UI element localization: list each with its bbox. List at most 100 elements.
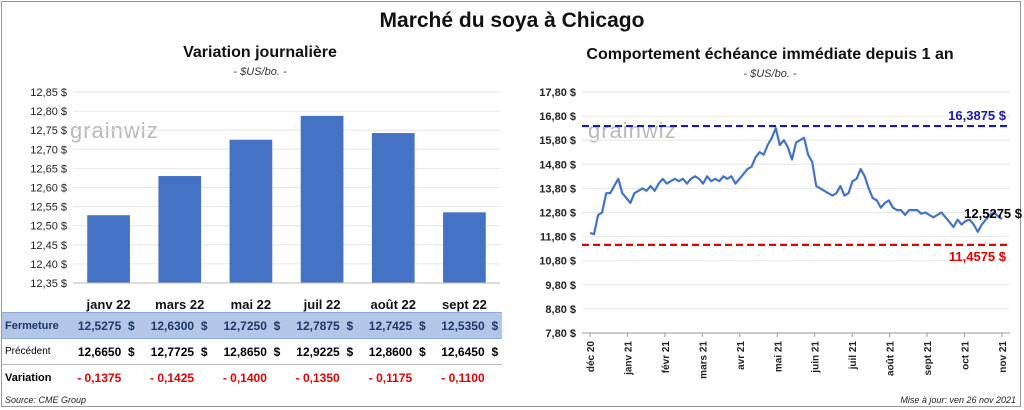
line-y-tick-label: 15,80 $ xyxy=(539,135,576,147)
line-y-tick-label: 8,80 $ xyxy=(545,304,576,316)
currency-cell: $ xyxy=(342,312,357,339)
bar-y-tick-label: 12,50 $ xyxy=(30,221,67,233)
currency-cell xyxy=(269,364,285,390)
min-value-label: 11,4575 $ xyxy=(949,249,1007,264)
table-cell: - 0,1175 xyxy=(356,364,416,390)
bar-chart-title: Variation journalière xyxy=(183,44,337,61)
line-x-tick-label: oct 21 xyxy=(961,341,972,370)
table-cell: 12,9225 xyxy=(296,344,340,359)
currency-cell: $ xyxy=(346,344,354,359)
table-cell: - 0,1400 xyxy=(211,364,270,390)
line-y-tick-label: 16,80 $ xyxy=(539,111,576,123)
table-cell: 12,5275 xyxy=(65,312,125,339)
currency-cell: $ xyxy=(124,312,139,339)
max-value-label: 16,3875 $ xyxy=(948,108,1007,123)
table-cell: 12,5350 xyxy=(429,312,488,339)
currency-cell xyxy=(487,364,502,390)
line-x-tick-label: déc 20 xyxy=(586,341,597,373)
line-x-tick-label: janv 21 xyxy=(623,341,634,376)
line-x-tick-label: mai 21 xyxy=(773,341,784,373)
currency-cell xyxy=(124,364,139,390)
currency-cell: $ xyxy=(200,344,208,359)
line-y-tick-label: 12,80 $ xyxy=(539,208,576,220)
right-watermark-logo: grainwiz xyxy=(588,118,677,143)
bar-chart-unit: - $US/bo. - xyxy=(233,66,287,78)
line-x-tick-label: août 21 xyxy=(886,341,897,376)
bar-x-tick-label: juil 22 xyxy=(303,297,341,312)
currency-cell: $ xyxy=(273,344,281,359)
table-cell: 12,7425 xyxy=(356,312,416,339)
price-series-line xyxy=(589,127,1003,236)
bar-x-tick-label: août 22 xyxy=(370,297,416,312)
source-note: Source: CME Group xyxy=(5,395,87,405)
row-label: Variation xyxy=(2,364,66,390)
table-cell: 12,8600 xyxy=(368,344,413,359)
table-row: Précédent 12,6650 $12,7725 $12,8650 $12,9225… xyxy=(2,339,502,365)
line-x-tick-label: nov 21 xyxy=(998,341,1009,373)
table-cell: - 0,1100 xyxy=(429,364,488,390)
currency-cell: $ xyxy=(197,312,212,339)
currency-cell: $ xyxy=(269,312,285,339)
bar-x-tick-label: mai 22 xyxy=(231,297,271,312)
line-y-tick-label: 14,80 $ xyxy=(539,159,576,171)
table-cell: 12,6450 xyxy=(441,344,485,359)
currency-cell xyxy=(415,364,430,390)
bar-chart: 12,85 $ 12,80 $ 12,75 $ 12,70 $ 12,65 $ 12,60… xyxy=(30,87,500,312)
bar-y-tick-label: 12,80 $ xyxy=(30,106,67,118)
currency-cell: $ xyxy=(128,344,135,359)
row-label: Précédent xyxy=(5,346,51,357)
line-y-tick-label: 17,80 $ xyxy=(539,87,576,99)
currency-cell: $ xyxy=(418,344,426,359)
bar-x-tick-label: sept 22 xyxy=(442,297,487,312)
table-cell: - 0,1425 xyxy=(138,364,198,390)
bar xyxy=(443,212,486,283)
bar xyxy=(87,215,130,283)
table-row: Fermeture 12,5275 $12,6300 $12,7250 $12,7875… xyxy=(2,312,502,339)
bar-x-tick-label: janv 22 xyxy=(86,297,131,312)
bar xyxy=(300,115,344,283)
bar-x-tick-label: mars 22 xyxy=(155,297,204,312)
update-note: Mise à jour: ven 26 nov 2021 xyxy=(900,395,1016,405)
table-cell: 12,7875 xyxy=(284,312,343,339)
table-cell: - 0,1375 xyxy=(65,364,125,390)
row-label: Fermeture xyxy=(2,312,66,339)
bar-y-tick-label: 12,35 $ xyxy=(30,278,67,290)
table-cell: 12,8650 xyxy=(223,344,267,359)
bar xyxy=(371,133,415,283)
currency-cell: $ xyxy=(491,344,499,359)
bar-y-tick-label: 12,65 $ xyxy=(30,163,67,175)
bar-y-tick-label: 12,85 $ xyxy=(30,87,67,99)
table-cell: 12,7250 xyxy=(211,312,270,339)
bar-y-tick-label: 12,45 $ xyxy=(30,240,67,252)
bar-y-tick-label: 12,70 $ xyxy=(30,144,67,156)
price-table: Fermeture 12,5275 $12,6300 $12,7250 $12,7875… xyxy=(2,312,502,390)
line-y-tick-label: 7,80 $ xyxy=(545,328,576,340)
currency-cell xyxy=(342,364,357,390)
table-cell: 12,7725 xyxy=(150,344,195,359)
bar-y-tick-label: 12,55 $ xyxy=(30,202,67,214)
page-title: Marché du soya à Chicago xyxy=(379,9,645,32)
currency-cell: $ xyxy=(415,312,430,339)
line-x-tick-label: juin 21 xyxy=(811,341,822,374)
bar xyxy=(158,176,202,283)
table-cell: - 0,1350 xyxy=(284,364,343,390)
line-chart-unit: - $US/bo. - xyxy=(743,68,797,80)
bar-y-tick-label: 12,40 $ xyxy=(30,259,67,271)
line-y-tick-label: 13,80 $ xyxy=(539,183,576,195)
line-x-tick-label: juil 21 xyxy=(848,341,859,371)
bar-y-tick-label: 12,60 $ xyxy=(30,183,67,195)
line-x-tick-label: mars 21 xyxy=(698,341,709,379)
line-chart: 17,80 $ 16,80 $ 15,80 $ 14,80 $ 13,80 $ 12,80… xyxy=(539,87,1023,379)
bar xyxy=(229,139,273,283)
table-row: Variation - 0,1375 - 0,1425 - 0,1400 - 0,135… xyxy=(2,364,502,390)
line-y-tick-label: 10,80 $ xyxy=(539,256,576,268)
table-cell: 12,6300 xyxy=(138,312,198,339)
line-x-tick-label: sept 21 xyxy=(923,341,934,376)
line-chart-title: Comportement échéance immédiate depuis 1… xyxy=(586,46,954,63)
line-y-tick-label: 11,80 $ xyxy=(540,232,576,244)
last-value-label: 12,5275 $ xyxy=(964,206,1023,221)
line-x-tick-label: avr 21 xyxy=(736,341,747,370)
table-cell: 12,6650 xyxy=(77,344,122,359)
line-y-tick-label: 9,80 $ xyxy=(545,280,576,292)
